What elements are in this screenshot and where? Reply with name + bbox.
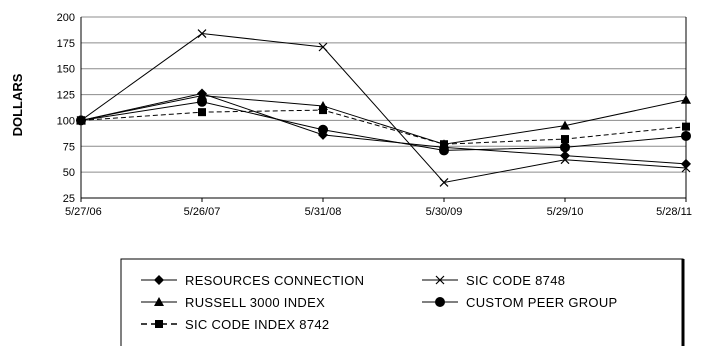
y-tick-label: 125 [57,90,75,102]
data-point-sic-code-index-8742 [440,140,448,149]
legend-box [120,258,684,346]
data-point-resources-connection [681,158,691,169]
axes [80,17,687,202]
legend: RESOURCES CONNECTION RUSSELL 3000 INDEX SI… [120,258,685,346]
x-tick-label: 5/28/11 [656,206,692,218]
series-markers [76,29,691,187]
series-line-sic-code-index-8742 [80,109,687,145]
data-point-sic-code-8748 [318,42,328,52]
x-tick-label: 5/26/07 [184,206,221,218]
legend-label-sic-code-index-8742: SIC CODE INDEX 8742 [185,317,329,332]
legend-marker-russell-3000-index [154,297,164,306]
series-line-resources-connection [80,93,687,165]
x-tick-label: 5/30/09 [426,206,463,218]
x-tick-label: 5/27/06 [65,206,102,218]
series-line-russell-3000-index [80,95,687,145]
y-tick-label: 50 [63,167,75,179]
series-line-sic-code-8748 [80,33,687,184]
series-line-custom-peer-group [80,101,687,151]
y-tick-label: 100 [57,115,75,127]
data-point-sic-code-8748 [197,29,207,38]
y-tick-label: 200 [57,12,75,24]
legend-label-resources-connection: RESOURCES CONNECTION [185,273,364,288]
data-point-custom-peer-group [681,130,691,141]
y-tick-label: 175 [57,38,75,50]
data-point-russell-3000-index [560,120,570,130]
data-point-sic-code-8748 [560,155,570,165]
data-point-russell-3000-index [681,94,691,104]
data-point-custom-peer-group [76,115,86,126]
y-axis-label: DOLLARS [10,73,25,136]
data-point-custom-peer-group [560,142,570,153]
data-point-sic-code-index-8742 [319,106,327,115]
data-point-sic-code-8748 [439,178,449,187]
x-tick-label: 5/29/10 [547,206,584,218]
y-tick-label: 25 [63,193,75,205]
y-tick-labels: 25 50 75 100 125 150 175 200 [57,12,75,205]
data-point-sic-code-8748 [681,163,691,173]
data-point-custom-peer-group [197,96,207,107]
y-tick-label: 150 [57,64,75,76]
data-point-custom-peer-group [439,145,449,156]
series-lines [80,33,687,184]
legend-marker-resources-connection [154,275,164,285]
gridlines [81,16,686,199]
legend-label-russell-3000-index: RUSSELL 3000 INDEX [185,295,325,310]
y-tick-label: 75 [63,141,75,153]
data-point-sic-code-index-8742 [561,135,569,144]
x-tick-label: 5/31/08 [305,206,342,218]
data-point-russell-3000-index [197,90,207,100]
legend-label-sic-code-8748: SIC CODE 8748 [466,273,565,288]
data-point-custom-peer-group [318,124,328,135]
legend-marker-sic-code-index-8742 [155,320,163,328]
x-tick-labels: 5/27/06 5/26/07 5/31/08 5/30/09 5/29/10 5/28/… [65,206,692,218]
legend-marker-sic-code-8748 [435,275,445,285]
legend-marker-custom-peer-group [435,297,445,307]
data-point-resources-connection [560,150,570,161]
data-point-sic-code-index-8742 [682,122,690,131]
legend-label-custom-peer-group: CUSTOM PEER GROUP [466,295,618,310]
data-point-sic-code-index-8742 [198,108,206,117]
